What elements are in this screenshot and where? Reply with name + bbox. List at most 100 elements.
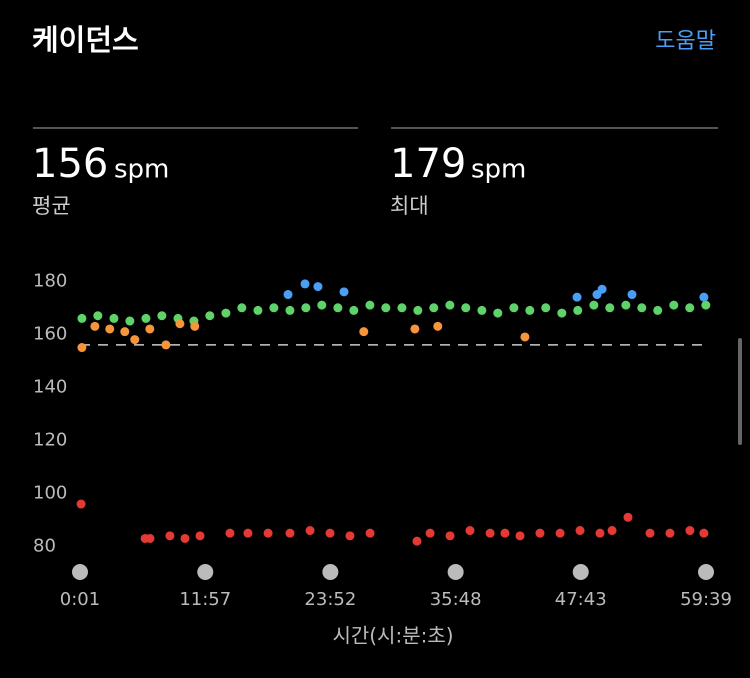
point: [623, 512, 633, 522]
point: [141, 313, 151, 323]
y-tick-label: 140: [33, 376, 67, 397]
point: [445, 531, 455, 541]
x-tick-label: 23:52: [304, 589, 356, 610]
point: [225, 528, 235, 538]
point: [283, 290, 293, 300]
title: 케이던스: [32, 23, 139, 57]
point: [685, 526, 695, 536]
point: [685, 303, 695, 313]
point: [161, 340, 171, 350]
point: [621, 300, 631, 310]
point: [445, 300, 455, 310]
point: [595, 528, 605, 538]
point: [509, 303, 519, 313]
point: [433, 321, 443, 331]
point: [190, 321, 200, 331]
point: [485, 528, 495, 538]
point: [541, 303, 551, 313]
point: [175, 319, 185, 329]
point: [157, 311, 167, 321]
x-tick-label: 35:48: [430, 589, 482, 610]
point: [300, 279, 310, 289]
point: [525, 305, 535, 315]
point: [205, 311, 215, 321]
point: [555, 528, 565, 538]
point: [397, 303, 407, 313]
point: [77, 313, 87, 323]
stat-unit: spm: [471, 155, 526, 185]
point: [339, 287, 349, 297]
point: [285, 528, 295, 538]
help-link[interactable]: 도움말: [655, 29, 716, 54]
stat-label: 평균: [32, 194, 71, 218]
point: [109, 313, 119, 323]
point: [572, 292, 582, 302]
point: [535, 528, 545, 538]
y-tick-label: 180: [33, 270, 67, 291]
x-tick-dot: [197, 564, 214, 580]
point: [607, 526, 617, 536]
point: [325, 528, 335, 538]
point: [125, 316, 135, 326]
x-tick-label: 11:57: [179, 589, 231, 610]
point: [349, 305, 359, 315]
x-tick-dot: [72, 564, 88, 580]
point: [359, 327, 369, 337]
stat-value: 156: [32, 141, 108, 187]
scrollbar[interactable]: [738, 338, 742, 445]
point: [221, 308, 231, 318]
point: [575, 526, 585, 536]
x-tick-label: 47:43: [555, 589, 607, 610]
point: [461, 303, 471, 313]
point: [145, 324, 155, 334]
point: [493, 308, 503, 318]
point: [313, 282, 323, 292]
point: [515, 531, 525, 541]
point: [597, 284, 607, 294]
point: [301, 303, 311, 313]
point: [93, 311, 103, 321]
point: [120, 327, 130, 337]
x-tick-label: 0:01: [60, 589, 100, 610]
point: [77, 343, 87, 353]
y-tick-label: 100: [33, 482, 67, 503]
point: [365, 528, 375, 538]
x-tick-dot: [322, 564, 339, 580]
y-tick-label: 80: [33, 535, 56, 556]
point: [410, 324, 420, 334]
point: [425, 528, 435, 538]
x-tick-dot: [698, 564, 714, 580]
point: [605, 303, 615, 313]
point: [627, 290, 637, 300]
point: [345, 531, 355, 541]
point: [381, 303, 391, 313]
point: [76, 499, 86, 509]
point: [669, 300, 679, 310]
point: [195, 531, 205, 541]
point: [305, 526, 315, 536]
y-tick-label: 160: [33, 323, 67, 344]
point: [465, 526, 475, 536]
point: [589, 300, 599, 310]
point: [165, 531, 175, 541]
point: [665, 528, 675, 538]
point: [477, 305, 487, 315]
x-axis-title: 시간(시:분:초): [332, 624, 453, 648]
point: [365, 300, 375, 310]
point: [699, 292, 709, 302]
point: [413, 305, 423, 315]
point: [180, 533, 190, 543]
y-tick-label: 120: [33, 429, 67, 450]
point: [645, 528, 655, 538]
point: [637, 303, 647, 313]
stat-unit: spm: [114, 155, 169, 185]
x-tick-label: 59:39: [680, 589, 732, 610]
point: [90, 321, 100, 331]
point: [263, 528, 273, 538]
stat-value: 179: [390, 141, 466, 187]
point: [557, 308, 567, 318]
point: [253, 305, 263, 315]
point: [145, 533, 155, 543]
